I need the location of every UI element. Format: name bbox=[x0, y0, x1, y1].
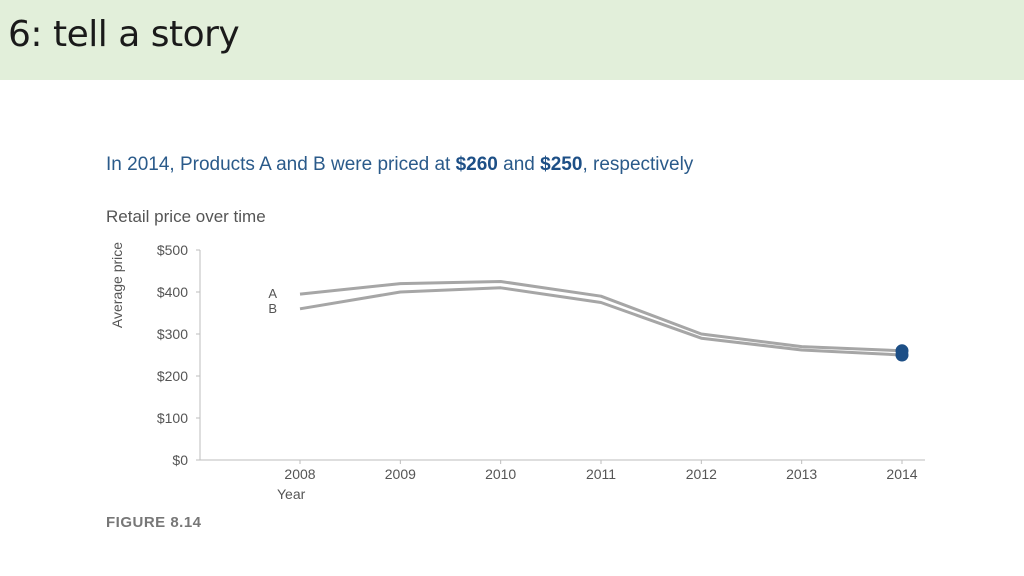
x-tick-label: 2014 bbox=[886, 466, 917, 482]
series-lines bbox=[299, 280, 903, 357]
chart-subtitle: Retail price over time bbox=[106, 207, 266, 226]
y-tick-label: $500 bbox=[157, 242, 188, 258]
y-tick-label: $100 bbox=[157, 410, 188, 426]
x-axis-title: Year bbox=[277, 486, 306, 502]
series-line-b bbox=[299, 286, 903, 357]
headline-value-a: $260 bbox=[455, 154, 498, 175]
slide-header: 6: tell a story bbox=[0, 0, 1024, 80]
chart-headline: In 2014, Products A and B were priced at… bbox=[106, 154, 826, 176]
slide-title: 6: tell a story bbox=[8, 14, 240, 55]
x-tick-label: 2010 bbox=[485, 466, 516, 482]
highlight-point-b bbox=[895, 348, 909, 362]
series-label-a: A bbox=[268, 286, 277, 301]
headline-text-1: In 2014, Products A and B were priced at bbox=[106, 154, 456, 175]
headline-value-b: $250 bbox=[540, 154, 583, 175]
x-tick-label: 2012 bbox=[686, 466, 717, 482]
y-tick-label: $300 bbox=[157, 326, 188, 342]
y-axis: $0 $100 $200 $300 $400 $500 Average price bbox=[109, 242, 201, 468]
y-tick-label: $200 bbox=[157, 368, 188, 384]
headline-text-3: , respectively bbox=[582, 154, 694, 175]
x-tick-label: 2011 bbox=[586, 466, 616, 482]
series-line-a bbox=[299, 280, 903, 353]
figure-caption: FIGURE 8.14 bbox=[106, 514, 202, 531]
y-axis-title: Average price bbox=[109, 242, 125, 328]
headline-text-2: and bbox=[497, 154, 541, 175]
y-tick-label: $400 bbox=[157, 284, 188, 300]
markers bbox=[895, 344, 909, 362]
x-axis: 2008 2009 2010 2011 2012 2013 2014 Year bbox=[200, 459, 925, 502]
series-label-b: B bbox=[268, 301, 277, 316]
series-labels: AB bbox=[268, 286, 277, 316]
y-tick-label: $0 bbox=[172, 452, 188, 468]
x-tick-label: 2008 bbox=[284, 466, 315, 482]
x-tick-label: 2009 bbox=[385, 466, 416, 482]
x-tick-label: 2013 bbox=[786, 466, 817, 482]
